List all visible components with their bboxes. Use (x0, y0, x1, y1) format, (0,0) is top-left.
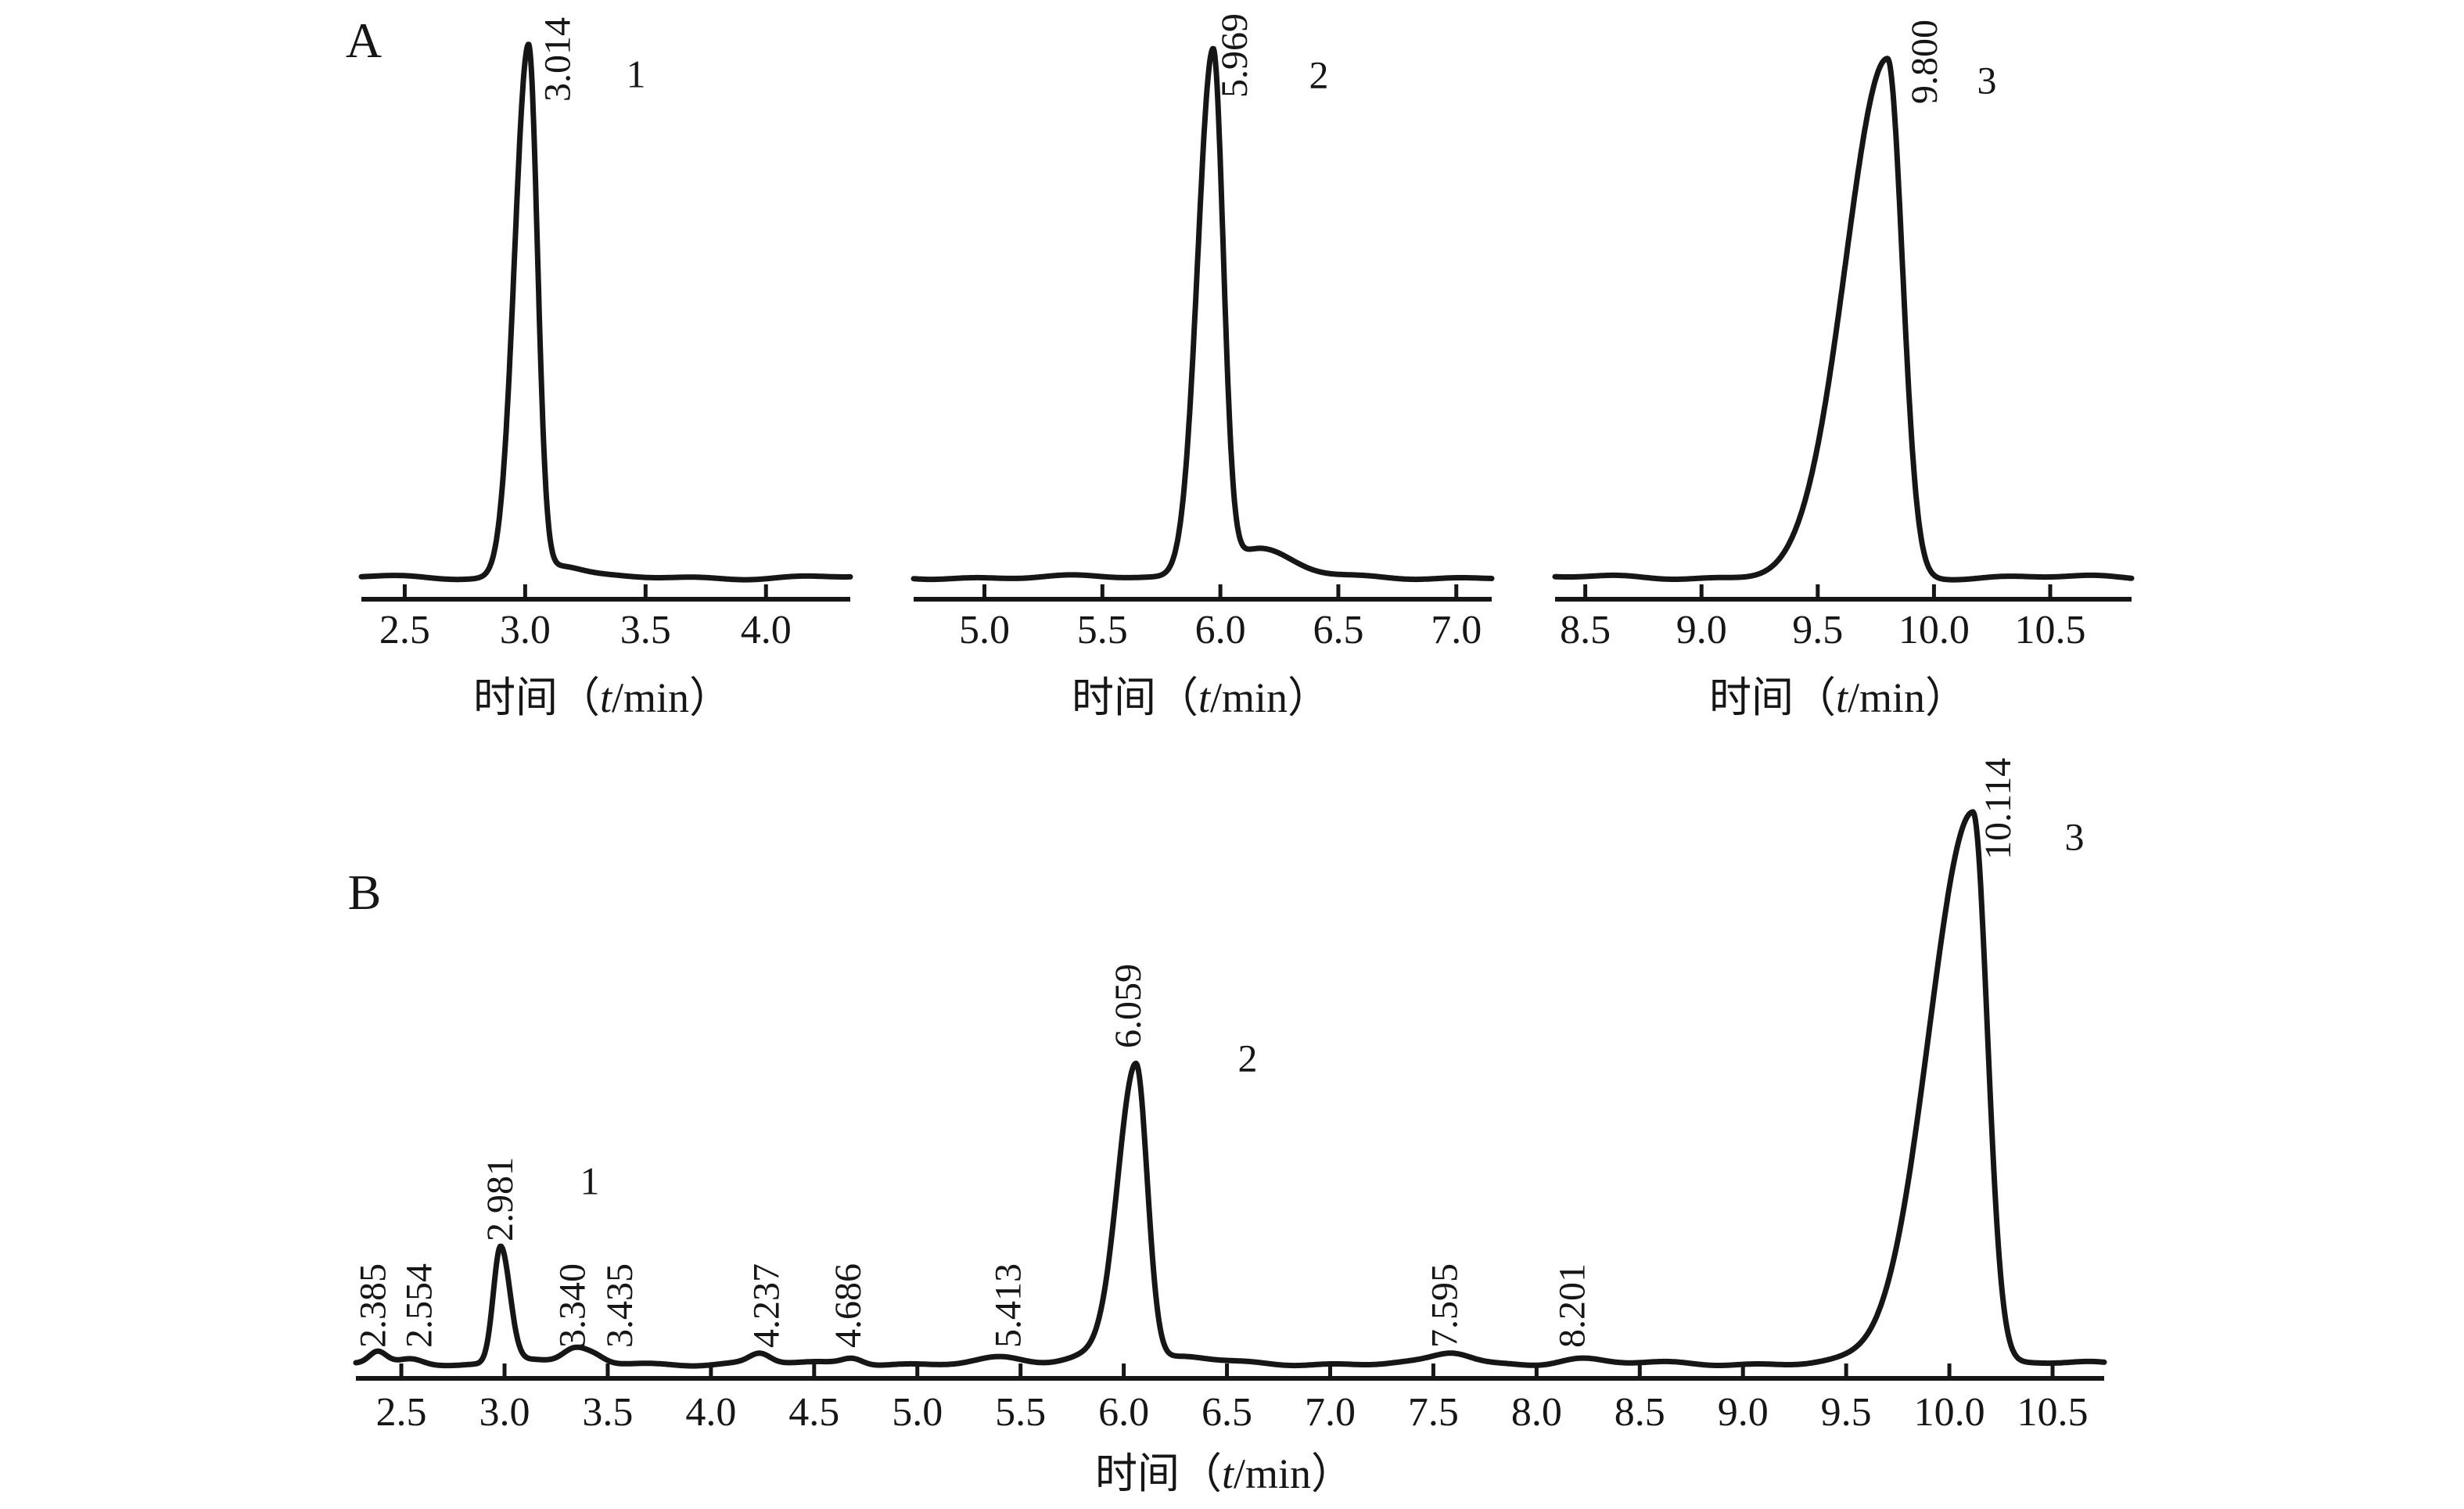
x-axis-tick-label: 3.0 (479, 1390, 530, 1435)
peak-number-label: 3 (2065, 814, 2085, 858)
x-axis-tick-label: 9.5 (1821, 1390, 1872, 1435)
peak-retention-time-label: 5.969 (1214, 13, 1255, 98)
x-axis-title-text: 时间（ (1094, 1450, 1222, 1497)
x-axis-title-italic-t: t (1198, 674, 1210, 721)
x-axis-tick-label: 4.5 (788, 1390, 839, 1435)
x-axis-tick-label: 10.5 (2017, 1390, 2089, 1435)
x-axis-tick-label: 10.5 (2014, 608, 2085, 652)
x-axis-tick-label: 5.0 (892, 1390, 943, 1435)
x-axis-title-unit: /min） (1848, 674, 1968, 721)
peak-retention-time-label: 3.340 (552, 1263, 594, 1348)
peak-number-label: 2 (1238, 1036, 1258, 1080)
panel-a-label: A (345, 13, 383, 68)
x-axis-title-text: 时间（ (1071, 674, 1198, 721)
chromatogram-trace (353, 809, 2107, 1369)
x-axis-tick-label: 7.0 (1431, 608, 1482, 652)
x-axis-title-unit: /min） (1210, 674, 1331, 721)
x-axis-tick-label: 9.0 (1676, 608, 1727, 652)
x-axis-tick-label: 4.0 (685, 1390, 736, 1435)
peak-number-label: 2 (1309, 52, 1329, 96)
x-axis-tick-label: 5.5 (1077, 608, 1128, 652)
x-axis-tick-label: 7.5 (1408, 1390, 1459, 1435)
peak-retention-time-label: 7.595 (1424, 1263, 1466, 1348)
x-axis-tick-label: 8.0 (1511, 1390, 1562, 1435)
x-axis-tick-label: 6.0 (1098, 1390, 1149, 1435)
x-axis-tick-label: 3.5 (582, 1390, 633, 1435)
x-axis-tick-label: 7.0 (1305, 1390, 1356, 1435)
chromatogram-trace (1552, 56, 2135, 583)
peak-retention-time-label: 5.413 (988, 1263, 1029, 1348)
x-axis-title-italic-t: t (599, 674, 612, 721)
panel-b-label: B (347, 864, 382, 920)
peak-retention-time-label: 3.435 (599, 1263, 641, 1348)
chromatogram-trace (911, 45, 1495, 583)
peak-retention-time-label: 2.981 (480, 1157, 521, 1241)
x-axis-title-italic-t: t (1835, 674, 1848, 721)
x-axis-tick-label: 2.5 (376, 1390, 427, 1435)
x-axis-tick-label: 9.0 (1718, 1390, 1769, 1435)
x-axis-tick-label: 3.0 (500, 608, 551, 652)
peak-retention-time-label: 8.201 (1551, 1263, 1593, 1348)
peak-retention-time-label: 2.554 (398, 1263, 440, 1348)
peak-retention-time-label: 9.800 (1904, 20, 1945, 104)
peak-retention-time-label: 2.385 (353, 1263, 394, 1348)
x-axis-tick-label: 5.0 (959, 608, 1010, 652)
x-axis-tick-label: 6.5 (1313, 608, 1363, 652)
x-axis-tick-label: 4.0 (741, 608, 792, 652)
x-axis-title-b: 时间（t/min） (1095, 1453, 1353, 1495)
peak-retention-time-label: 6.059 (1108, 964, 1149, 1048)
peak-retention-time-label: 10.114 (1977, 758, 2019, 860)
x-axis-tick-label: 10.0 (1914, 1390, 1985, 1435)
chromatogram-trace (358, 41, 853, 583)
x-axis-title-a3: 时间（t/min） (1709, 677, 1967, 719)
x-axis-tick-label: 10.0 (1898, 608, 1970, 652)
peak-retention-time-label: 4.237 (745, 1263, 787, 1348)
x-axis-tick-label: 3.5 (620, 608, 671, 652)
peak-number-label: 3 (1977, 58, 1997, 102)
x-axis-title-italic-t: t (1221, 1450, 1234, 1497)
x-axis-tick-label: 9.5 (1792, 608, 1843, 652)
x-axis-tick-label: 8.5 (1615, 1390, 1665, 1435)
x-axis-tick-label: 6.0 (1195, 608, 1246, 652)
peak-retention-time-label: 3.014 (537, 17, 579, 102)
x-axis-title-unit: /min） (1234, 1450, 1354, 1497)
x-axis-title-a2: 时间（t/min） (1072, 677, 1330, 719)
peak-retention-time-label: 4.686 (828, 1263, 869, 1348)
x-axis-tick-label: 8.5 (1560, 608, 1611, 652)
x-axis-title-unit: /min） (612, 674, 732, 721)
x-axis-title-text: 时间（ (472, 674, 600, 721)
x-axis-tick-label: 5.5 (995, 1390, 1046, 1435)
peak-number-label: 1 (627, 52, 646, 95)
x-axis-tick-label: 6.5 (1201, 1390, 1252, 1435)
x-axis-tick-label: 2.5 (379, 608, 430, 652)
x-axis-title-a1: 时间（t/min） (473, 677, 731, 719)
x-axis-title-text: 时间（ (1708, 674, 1836, 721)
peak-number-label: 1 (580, 1159, 600, 1202)
